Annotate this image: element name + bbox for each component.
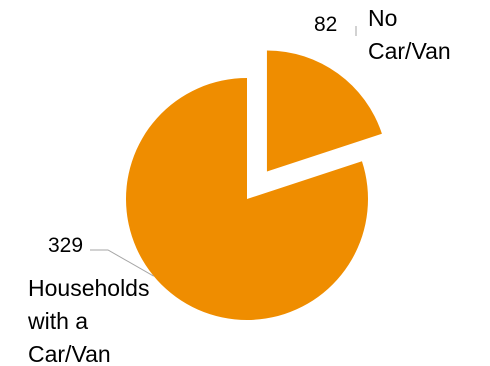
category-label-with-car-line-2: with a	[27, 308, 88, 334]
value-label-no-car: 82	[314, 13, 337, 36]
pie-slice-no-car	[266, 50, 382, 172]
category-label-no-car: No Car/Van	[368, 5, 451, 64]
pie-slice-with-car	[126, 78, 368, 320]
category-label-with-car: Households with a Car/Van	[27, 275, 156, 366]
category-label-no-car-line-2: Car/Van	[368, 38, 451, 64]
category-label-with-car-line-1: Households	[28, 275, 149, 301]
pie-slices	[126, 50, 382, 320]
leader-line-with-car	[90, 249, 155, 277]
leader-lines	[90, 26, 357, 277]
category-label-no-car-line-1: No	[368, 5, 397, 31]
value-label-with-car: 329	[48, 234, 83, 257]
category-label-with-car-line-3: Car/Van	[28, 341, 111, 366]
